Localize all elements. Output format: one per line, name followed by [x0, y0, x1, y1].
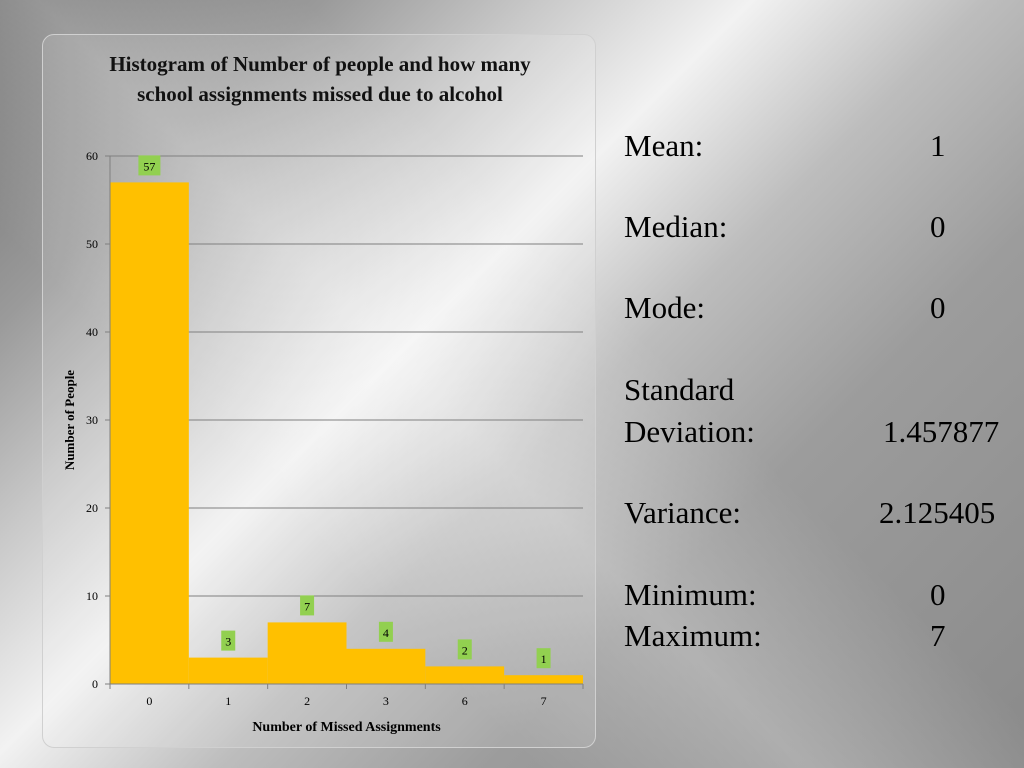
data-label: 3 [225, 635, 231, 649]
x-axis-title: Number of Missed Assignments [252, 720, 441, 735]
data-label-box [300, 595, 315, 616]
stat-row-mode: Mode: 0 [624, 290, 1024, 330]
stat-row-maximum: Maximum: 7 [624, 618, 1024, 658]
stat-label: Maximum: [624, 618, 762, 653]
data-label: 7 [304, 599, 310, 613]
bar [188, 657, 268, 684]
y-tick-label: 30 [86, 413, 98, 427]
stat-row-mean: Mean: 1 [624, 128, 1024, 168]
stat-label: Deviation: [624, 414, 755, 449]
data-label-box [536, 648, 551, 669]
y-tick-label: 50 [86, 237, 98, 251]
x-tick-label: 0 [146, 694, 152, 708]
stat-row-median: Median: 0 [624, 209, 1024, 249]
stat-label: Variance: [624, 495, 742, 530]
bar [267, 622, 347, 684]
bar [425, 666, 505, 684]
data-label: 57 [143, 159, 155, 173]
bar [346, 648, 426, 684]
x-tick-label: 2 [304, 694, 310, 708]
stat-value: 0 [930, 577, 946, 612]
stat-value: 0 [930, 290, 946, 325]
stat-value: 0 [930, 209, 946, 244]
statistics-panel: Mean: 1 Median: 0 Mode: 0 Standard Devia… [624, 128, 1024, 728]
stat-label: Mean: [624, 128, 704, 163]
x-tick-label: 6 [462, 694, 468, 708]
bar [110, 182, 189, 684]
data-label: 1 [541, 652, 547, 666]
x-tick-label: 1 [225, 694, 231, 708]
stat-label: Mode: [624, 290, 705, 325]
stat-value: 7 [930, 618, 946, 653]
stat-label: Standard [624, 372, 735, 407]
y-tick-label: 0 [92, 677, 98, 691]
chart-title: Histogram of Number of people and how ma… [109, 52, 531, 106]
stat-row-deviation: Deviation: 1.457877 [624, 414, 1024, 454]
data-label: 2 [462, 643, 468, 657]
bar [504, 675, 583, 684]
stat-value: 1 [930, 128, 946, 163]
y-tick-label: 10 [86, 589, 98, 603]
stat-row-minimum: Minimum: 0 [624, 577, 1024, 617]
data-label: 4 [383, 626, 389, 640]
y-tick-label: 40 [86, 325, 98, 339]
data-label-box [221, 630, 236, 651]
y-tick-label: 60 [86, 149, 98, 163]
x-tick-label: 3 [383, 694, 389, 708]
data-label-box [457, 639, 472, 660]
data-label-box [138, 155, 161, 176]
stat-value: 2.125405 [879, 495, 996, 530]
stat-label: Median: [624, 209, 728, 244]
stat-row-variance: Variance: 2.125405 [624, 495, 1024, 535]
data-label-box [378, 621, 393, 642]
stat-value: 1.457877 [883, 414, 1000, 449]
y-axis-title: Number of People [62, 370, 77, 470]
x-tick-label: 7 [541, 694, 547, 708]
stat-row-standard: Standard [624, 372, 1024, 412]
y-tick-label: 20 [86, 501, 98, 515]
stat-label: Minimum: [624, 577, 757, 612]
chart-card: 0 10 20 30 40 50 60 57 3 7 4 2 1 0 1 2 3 6 7 Number of Miss… [42, 34, 596, 748]
